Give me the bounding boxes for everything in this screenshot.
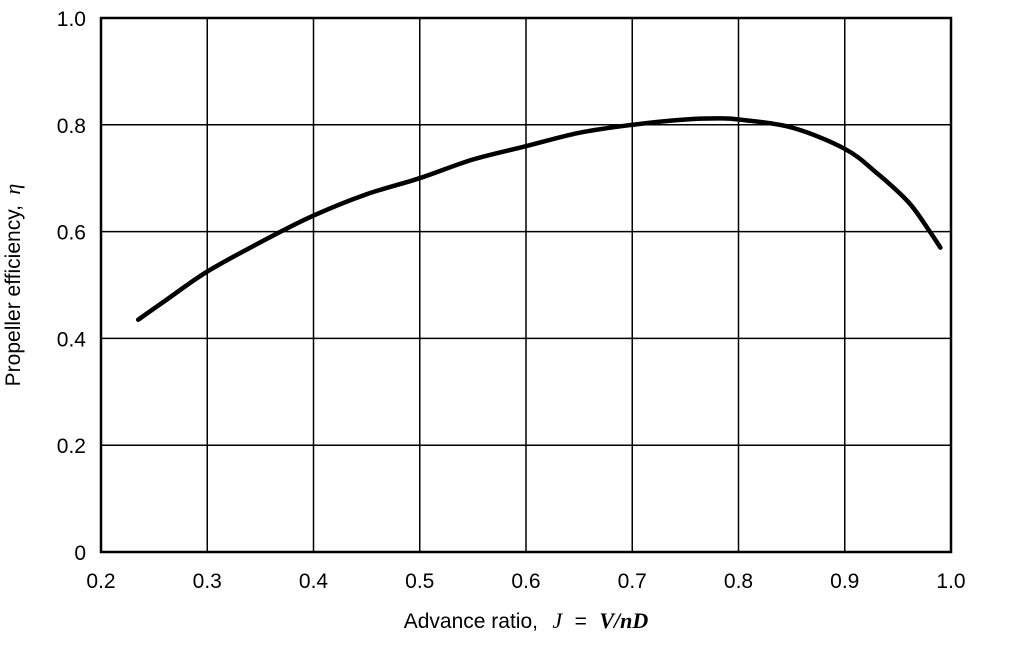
x-axis-title: Advance ratio, J = V/nD (404, 608, 649, 633)
series-layer (135, 116, 943, 322)
x-tick-label: 0.6 (511, 570, 540, 593)
y-tick-label: 0 (74, 542, 86, 565)
grid (100, 17, 952, 553)
y-tick-labels: 0 0.2 0.4 0.6 0.8 1.0 (57, 8, 87, 565)
x-axis-symbol: J (552, 608, 563, 633)
y-axis-symbol: η (0, 184, 25, 195)
x-tick-label: 0.3 (193, 570, 222, 593)
efficiency-curve (135, 116, 943, 322)
y-tick-label: 0.4 (57, 328, 87, 351)
y-tick-label: 0.6 (57, 222, 86, 245)
y-tick-label: 0.2 (57, 435, 86, 458)
x-axis-expression: V/nD (599, 608, 648, 633)
x-tick-label: 0.9 (830, 570, 859, 593)
x-tick-labels: 0.2 0.3 0.4 0.5 0.6 0.7 0.8 0.9 1.0 (86, 570, 965, 593)
x-axis-equals: = (575, 610, 587, 633)
plot-frame (99, 16, 953, 554)
y-axis-title-text: Propeller efficiency, (2, 205, 25, 386)
x-tick-label: 0.7 (618, 570, 647, 593)
x-tick-label: 1.0 (936, 570, 965, 593)
x-tick-label: 0.8 (724, 570, 753, 593)
x-tick-label: 0.4 (299, 570, 329, 593)
x-tick-label: 0.5 (405, 570, 434, 593)
x-axis-title-text: Advance ratio, (404, 610, 538, 633)
y-tick-label: 0.8 (57, 115, 86, 138)
y-axis-title: Propeller efficiency, η (0, 184, 25, 387)
x-tick-label: 0.2 (86, 570, 115, 593)
y-tick-label: 1.0 (57, 8, 86, 31)
